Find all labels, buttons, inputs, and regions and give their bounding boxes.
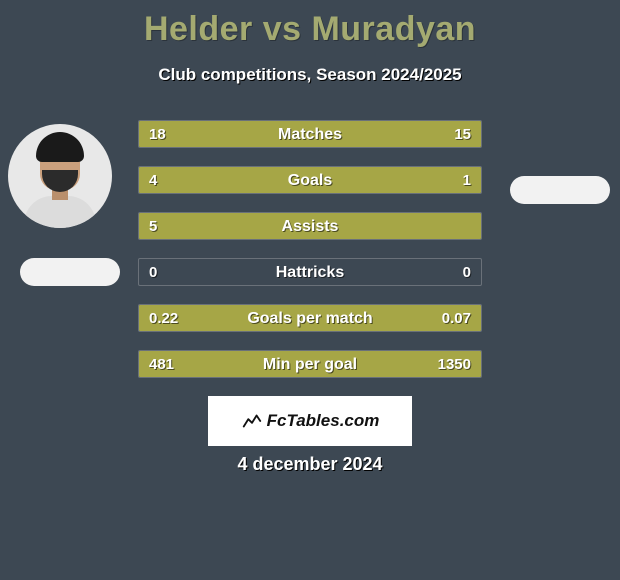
brand-logo-icon — [241, 410, 263, 432]
stat-row: 4Goals1 — [138, 166, 482, 194]
stat-value-right: 1350 — [438, 351, 471, 378]
player-left-avatar — [8, 124, 112, 228]
brand-text: FcTables.com — [267, 411, 380, 431]
avatar-circle — [8, 124, 112, 228]
page-title: Helder vs Muradyan — [0, 0, 620, 49]
stat-row: 18Matches15 — [138, 120, 482, 148]
stat-value-right: 0 — [463, 259, 471, 286]
stat-label: Goals per match — [139, 305, 481, 332]
stat-row: 5Assists — [138, 212, 482, 240]
subtitle: Club competitions, Season 2024/2025 — [0, 65, 620, 85]
stat-label: Min per goal — [139, 351, 481, 378]
date-label: 4 december 2024 — [0, 454, 620, 475]
stat-value-right: 1 — [463, 167, 471, 194]
stat-row: 0.22Goals per match0.07 — [138, 304, 482, 332]
person-icon — [8, 124, 112, 228]
player-right-flag — [510, 176, 610, 204]
stat-bars: 18Matches15 4Goals1 5Assists 0Hattricks0 0.2… — [138, 120, 482, 396]
stat-label: Goals — [139, 167, 481, 194]
comparison-card: Helder vs Muradyan Club competitions, Se… — [0, 0, 620, 580]
stat-value-right: 15 — [454, 121, 471, 148]
stat-row: 481Min per goal1350 — [138, 350, 482, 378]
stat-value-right: 0.07 — [442, 305, 471, 332]
stat-label: Hattricks — [139, 259, 481, 286]
stat-row: 0Hattricks0 — [138, 258, 482, 286]
brand-box: FcTables.com — [208, 396, 412, 446]
stat-label: Assists — [139, 213, 481, 240]
player-left-flag — [20, 258, 120, 286]
stat-label: Matches — [139, 121, 481, 148]
